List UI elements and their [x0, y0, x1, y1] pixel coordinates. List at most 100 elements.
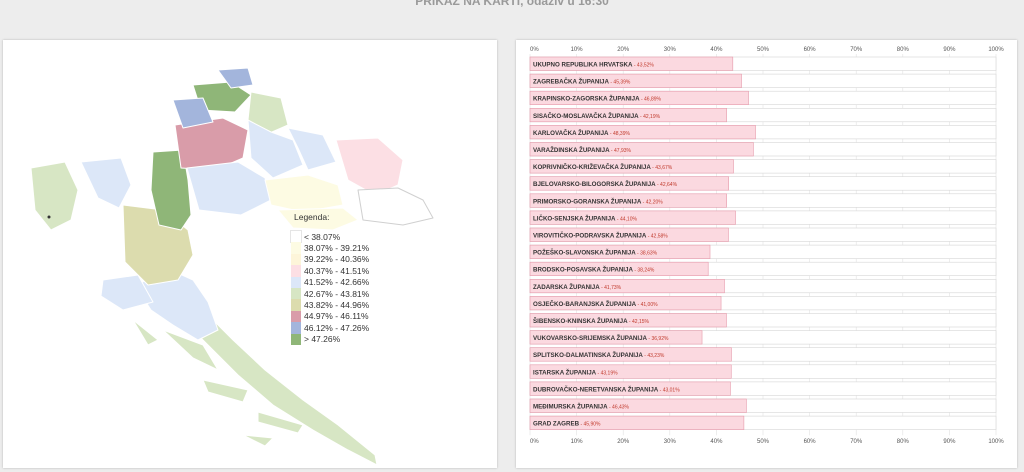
bar-label: DUBROVAČKO-NERETVANSKA ŽUPANIJA - 43,01% [533, 385, 680, 393]
bar-value-label: - 42,64% [656, 182, 678, 188]
bar-category-label: VIROVITIČKO-PODRAVSKA ŽUPANIJA [533, 232, 647, 240]
bar [529, 90, 749, 106]
legend-label: 43.82% - 44.96% [304, 300, 370, 311]
bar-value-label: - 47,93% [610, 148, 632, 154]
bar-label: ŠIBENSKO-KNINSKA ŽUPANIJA - 42,15% [533, 317, 650, 325]
bar-value-label: - 45,90% [579, 422, 601, 428]
turnout-bar-chart: 0% 0% 10% 10% 20% 20% 30% 30% 40% 40% 50% 50% 60% 60%… [529, 47, 1004, 445]
map-panel: Legenda: < 38.07% 38.07% - 39.21% 39.22%… [3, 40, 497, 468]
map-region-medimurje [217, 67, 254, 89]
legend-swatch [291, 310, 301, 323]
bar [529, 108, 727, 123]
bar-label: ISTARSKA ŽUPANIJA - 43,19% [533, 368, 618, 376]
bar [529, 364, 732, 379]
bar-label: BRODSKO-POSAVSKA ŽUPANIJA - 38,24% [533, 266, 655, 274]
bar-label: UKUPNO REPUBLIKA HRVATSKA - 43,52% [533, 62, 654, 69]
bar-value-label: - 38,24% [633, 268, 655, 274]
legend-swatch [291, 322, 301, 334]
bar-label: BJELOVARSKO-BILOGORSKA ŽUPANIJA - 42,64% [533, 180, 678, 188]
map-region-dubrovnik [172, 301, 378, 466]
bar-value-label: - 43,19% [596, 370, 618, 376]
bar-label: LIČKO-SENJSKA ŽUPANIJA - 44,10% [533, 214, 637, 222]
bar-value-label: - 36,92% [647, 336, 669, 342]
bar-category-label: ŠIBENSKO-KNINSKA ŽUPANIJA [533, 317, 628, 325]
legend-swatch [291, 276, 301, 288]
bar-value-label: - 42,20% [641, 199, 663, 205]
legend-swatch [291, 242, 301, 254]
bar-category-label: KARLOVAČKA ŽUPANIJA [533, 129, 609, 137]
map-region-zadar [100, 274, 154, 311]
bar-label: PRIMORSKO-GORANSKA ŽUPANIJA - 42,20% [533, 197, 663, 205]
bar-label: ZADARSKA ŽUPANIJA - 41,73% [533, 283, 622, 291]
bar-category-label: SPLITSKO-DALMATINSKA ŽUPANIJA [533, 351, 643, 359]
bar-category-label: LIČKO-SENJSKA ŽUPANIJA [533, 214, 616, 222]
bar-category-label: BRODSKO-POSAVSKA ŽUPANIJA [533, 266, 633, 274]
legend-item: 38.07% - 39.21% [291, 242, 395, 254]
bar [529, 398, 747, 413]
x-tick-label-bottom: 40% [710, 439, 723, 445]
map-region-istria [30, 161, 79, 231]
bar-value-label: - 42,15% [628, 319, 650, 325]
x-tick-label-top: 30% [664, 47, 677, 53]
legend-label: 40.37% - 41.51% [304, 265, 370, 276]
bar-category-label: ISTARSKA ŽUPANIJA [533, 368, 597, 376]
map-region-islands [132, 319, 304, 447]
legend-label: < 38.07% [304, 231, 341, 242]
x-tick-label-bottom: 10% [571, 439, 584, 445]
bar [529, 210, 736, 225]
bar [529, 125, 756, 140]
bar-value-label: - 45,39% [609, 80, 631, 86]
bar-label: POŽEŠKO-SLAVONSKA ŽUPANIJA - 38,63% [533, 249, 658, 257]
x-tick-label-top: 100% [988, 47, 1004, 53]
bar [529, 381, 731, 396]
legend-label: 41.52% - 42.66% [304, 277, 370, 288]
legend-item: 46.12% - 47.26% [291, 322, 395, 334]
bar-label: SPLITSKO-DALMATINSKA ŽUPANIJA - 43,23% [533, 351, 665, 359]
map-region-koprivnica [247, 91, 289, 136]
map-region-primorje [80, 157, 132, 209]
legend-label: 42.67% - 43.81% [304, 288, 370, 299]
bar-label: KOPRIVNIČKO-KRIŽEVAČKA ŽUPANIJA - 43,67% [533, 163, 673, 171]
legend-swatch [291, 299, 301, 311]
bar-value-label: - 43,52% [632, 63, 654, 69]
x-tick-label-top: 20% [617, 47, 630, 53]
chart-panel: 0% 0% 10% 10% 20% 20% 30% 30% 40% 40% 50% 50% 60% 60%… [516, 40, 1017, 468]
x-tick-label-bottom: 50% [757, 439, 770, 445]
legend-swatch [291, 333, 301, 345]
bar [529, 56, 734, 71]
bar [529, 261, 709, 276]
bar [529, 279, 725, 294]
x-tick-label-top: 90% [943, 47, 956, 53]
bar [529, 73, 742, 88]
x-tick-label-top: 60% [804, 47, 817, 53]
bar-label: MEĐIMURSKA ŽUPANIJA - 46,43% [533, 403, 630, 411]
legend-item: 39.22% - 40.36% [291, 253, 395, 266]
bar [529, 415, 745, 430]
bar-category-label: ZAGREBAČKA ŽUPANIJA [533, 78, 609, 86]
bar [529, 227, 729, 242]
bar-category-label: SISAČKO-MOSLAVAČKA ŽUPANIJA [533, 112, 639, 120]
bar-value-label: - 48,39% [609, 131, 631, 137]
map-region-vukovar [357, 187, 434, 226]
legend-item: 40.37% - 41.51% [291, 265, 395, 277]
bar-category-label: BJELOVARSKO-BILOGORSKA ŽUPANIJA [533, 180, 656, 188]
legend-swatch [291, 253, 301, 266]
legend-item: 44.97% - 46.11% [291, 310, 395, 323]
bar [529, 347, 732, 362]
bar-category-label: MEĐIMURSKA ŽUPANIJA [533, 403, 608, 411]
bar-category-label: UKUPNO REPUBLIKA HRVATSKA [533, 62, 633, 69]
x-tick-label-bottom: 80% [897, 439, 910, 445]
x-tick-label-bottom: 90% [943, 439, 956, 445]
bar-value-label: - 42,58% [646, 234, 668, 240]
legend-swatch [291, 287, 301, 300]
legend-item: 43.82% - 44.96% [291, 299, 395, 311]
bar-label: OSJEČKO-BARANJSKA ŽUPANIJA - 41,00% [533, 300, 658, 308]
x-tick-label-top: 40% [710, 47, 723, 53]
bar-category-label: POŽEŠKO-SLAVONSKA ŽUPANIJA [533, 249, 636, 257]
map-legend: Legenda: < 38.07% 38.07% - 39.21% 39.22%… [290, 212, 395, 345]
x-tick-label-bottom: 20% [617, 439, 630, 445]
bar-category-label: ZADARSKA ŽUPANIJA [533, 283, 600, 291]
x-tick-label-bottom: 70% [850, 439, 863, 445]
bar [529, 142, 754, 157]
legend-item: 41.52% - 42.66% [291, 276, 395, 288]
